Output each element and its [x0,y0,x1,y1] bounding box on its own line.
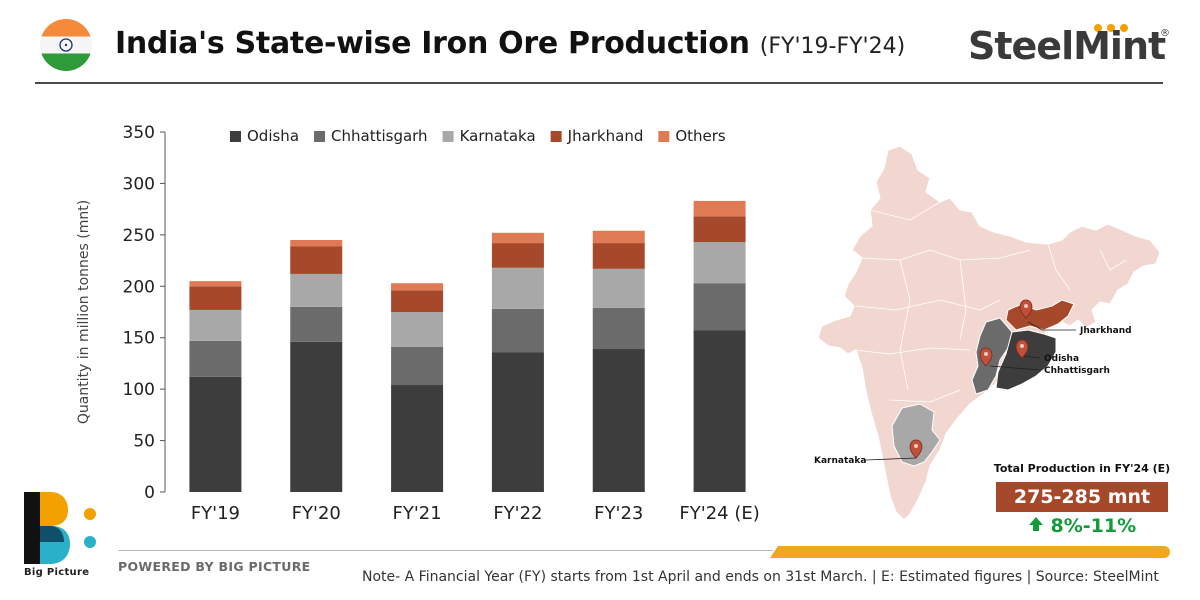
legend-swatch [550,131,562,142]
bar-segment [592,268,645,308]
bar-segment [693,330,746,492]
y-tick-label: 100 [123,380,155,400]
growth-value: 8%-11% [1050,515,1137,537]
bar-segment [189,281,242,287]
legend-swatch [658,131,670,142]
big-picture-label: Big Picture [24,567,90,578]
state-odisha [995,329,1057,391]
y-tick-label: 250 [123,226,155,246]
bar-segment [189,286,242,310]
bar-segment [693,283,746,331]
legend-label: Karnataka [460,127,536,145]
x-tick-label: FY'21 [392,503,441,524]
y-tick-label: 300 [123,174,155,194]
map-label-chhattisgarh: Chhattisgarh [1044,366,1110,376]
x-tick-label: FY'24 (E) [679,503,759,524]
x-tick-label: FY'20 [292,503,341,524]
bar-segment [491,352,544,492]
bar-segment [391,346,444,386]
steelmint-logo: SteelMint ® [968,14,1173,74]
footer-divider [118,550,773,551]
india-flag-icon [40,19,92,71]
logo-dots-icon [1094,17,1133,36]
bar-segment [491,308,544,353]
bar-segment [189,376,242,492]
bar-segment [290,306,343,342]
bar-segment [189,340,242,377]
bar-segment [391,312,444,347]
india-map: Jharkhand Odisha Chhattisgarh Karnataka [814,145,1161,521]
stacked-bar-chart: 0 50 100 150 200 250 300 350 Quantity in million… [76,123,760,524]
legend-swatch [230,131,241,142]
powered-by-text: POWERED BY BIG PICTURE [118,559,311,574]
footer-accent-bar [770,546,1170,558]
y-tick-label: 0 [144,483,155,503]
bar-segment [290,246,343,274]
bar-segment [290,240,343,247]
bar-segment [491,267,544,309]
x-tick-label: FY'19 [191,503,240,524]
bar-segment [592,243,645,269]
bar-segment [693,216,746,243]
title-main: India's State-wise Iron Ore Production [115,26,750,61]
page-title: India's State-wise Iron Ore Production (… [115,26,905,61]
pin-jharkhand-icon [1019,299,1033,319]
brand-reg-mark: ® [1160,28,1170,39]
total-production-label: Total Production in FY'24 (E) [993,462,1171,475]
bar-segment [391,283,444,291]
legend-swatch [314,131,326,142]
x-tick-label: FY'23 [594,503,643,524]
bar-segment [592,307,645,350]
growth-indicator: 8%-11% [1000,515,1164,537]
state-karnataka [891,403,941,467]
legend-label: Odisha [247,127,299,145]
legend-label: Others [675,127,726,145]
map-label-karnataka: Karnataka [814,456,866,466]
legend-swatch [442,131,454,142]
x-tick-label: FY'22 [493,503,542,524]
bar-segment [693,242,746,284]
bar-segment [592,230,645,244]
y-tick-label: 200 [123,277,155,297]
footnote: Note- A Financial Year (FY) starts from … [362,569,1159,585]
state-borders [853,201,1127,403]
bar-segment [290,273,343,307]
brand-name: SteelMint [968,24,1166,68]
bar-segment [491,243,544,268]
bar-segment [592,349,645,492]
y-tick-label: 50 [133,432,155,452]
arrow-up-icon [1028,515,1044,537]
map-label-jharkhand: Jharkhand [1079,326,1132,336]
leader-lines [865,321,1076,461]
bar-segment [391,385,444,492]
bar-segment [693,200,746,217]
pin-chhattisgarh-icon [979,347,993,367]
big-picture-logo-icon [20,490,110,575]
bar-segment [391,290,444,312]
y-axis-title: Quantity in million tonnes (mnt) [76,200,92,424]
legend-label: Jharkhand [567,127,644,145]
map-pins [909,299,1033,459]
y-tick-label: 150 [123,329,155,349]
total-production-value: 275-285 mnt [996,482,1168,512]
bar-segment [189,309,242,341]
title-period: (FY'19-FY'24) [759,34,906,59]
legend-label: Chhattisgarh [331,127,428,145]
bar-segment [491,232,544,244]
pin-odisha-icon [1015,339,1029,359]
header-divider [35,82,1163,84]
map-label-odisha: Odisha [1044,354,1079,364]
bar-segment [290,341,343,492]
y-tick-label: 350 [123,123,155,143]
